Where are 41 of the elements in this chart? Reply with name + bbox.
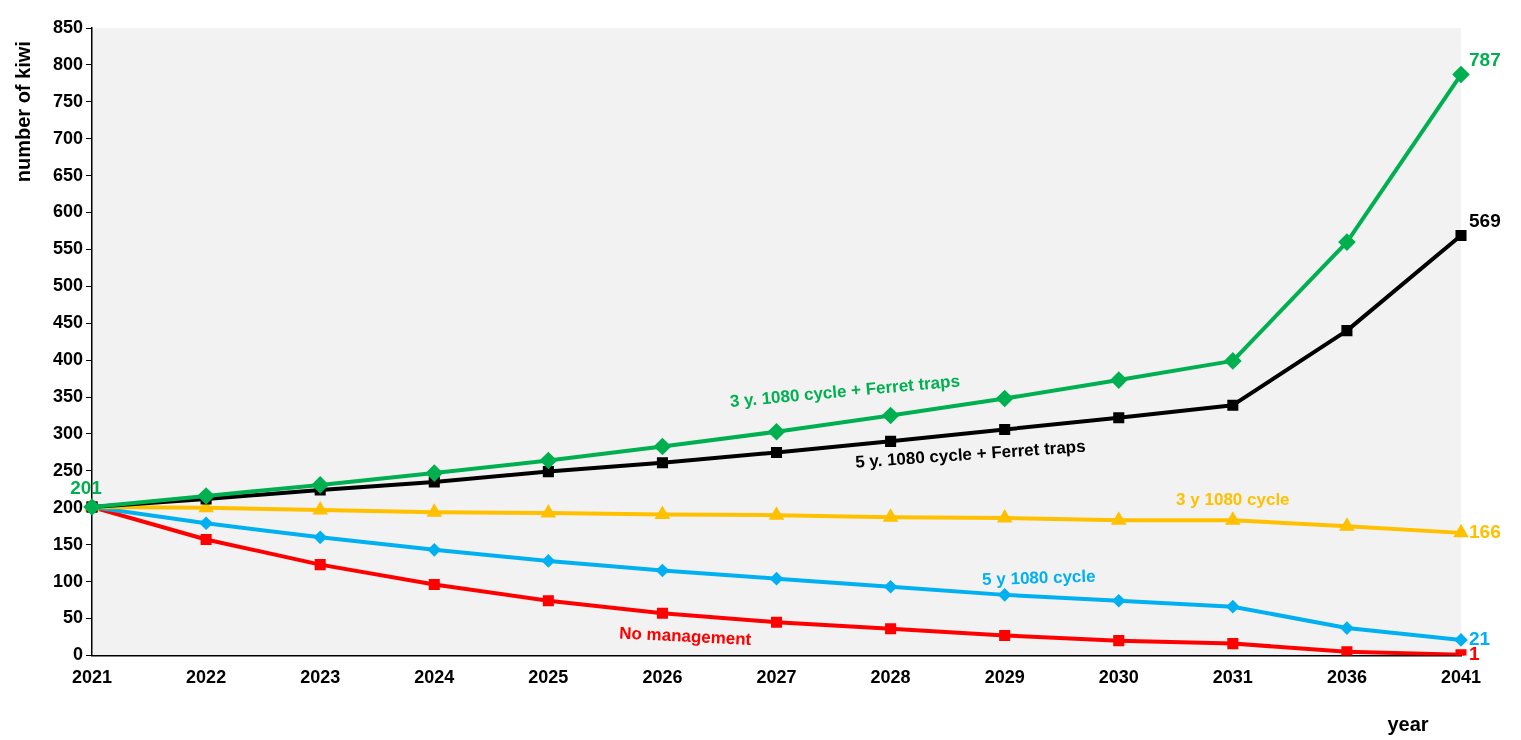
y-tick-label: 700 bbox=[52, 127, 84, 148]
x-tick-label: 2024 bbox=[414, 667, 455, 688]
y-tick-label: 750 bbox=[52, 90, 84, 111]
series-label: 5 y 1080 cycle bbox=[981, 566, 1096, 590]
data-label: 569 bbox=[1469, 209, 1501, 231]
x-tick-label: 2041 bbox=[1440, 667, 1482, 688]
x-tick-label: 2025 bbox=[528, 667, 569, 688]
x-tick-label: 2030 bbox=[1098, 667, 1139, 688]
x-tick-label: 2022 bbox=[186, 667, 227, 688]
y-tick-label: 500 bbox=[52, 275, 84, 296]
series-label: 5 y. 1080 cycle + Ferret traps bbox=[854, 436, 1087, 472]
x-tick-label: 2026 bbox=[642, 667, 683, 688]
y-tick-label: 800 bbox=[52, 53, 84, 74]
x-tick-label: 2029 bbox=[984, 667, 1025, 688]
y-axis-title: number of kiwi bbox=[11, 41, 34, 183]
data-label: 787 bbox=[1469, 48, 1501, 70]
data-label: 166 bbox=[1469, 521, 1501, 543]
x-tick-label: 2027 bbox=[756, 667, 797, 688]
series-label: No management bbox=[618, 623, 753, 650]
x-tick-label: 2036 bbox=[1326, 667, 1367, 688]
x-tick-label: 2031 bbox=[1212, 667, 1253, 688]
y-tick-label: 550 bbox=[52, 238, 84, 259]
x-tick-label: 2023 bbox=[300, 667, 341, 688]
y-tick-label: 450 bbox=[52, 312, 84, 333]
x-axis-title: year bbox=[1387, 712, 1429, 735]
y-tick-label: 100 bbox=[52, 570, 84, 591]
y-tick-label: 650 bbox=[52, 164, 84, 185]
y-tick-label: 150 bbox=[52, 533, 84, 554]
y-tick-label: 200 bbox=[52, 496, 84, 517]
y-tick-label: 300 bbox=[52, 422, 84, 443]
y-tick-label: 50 bbox=[63, 607, 84, 628]
x-tick-label: 2028 bbox=[870, 667, 911, 688]
x-tick-label: 2021 bbox=[72, 667, 113, 688]
y-tick-label: 0 bbox=[73, 644, 84, 665]
y-tick-label: 850 bbox=[52, 16, 84, 37]
series-label: 3 y 1080 cycle bbox=[1176, 490, 1290, 510]
y-tick-label: 600 bbox=[52, 201, 84, 222]
y-tick-label: 400 bbox=[52, 349, 84, 370]
y-tick-label: 350 bbox=[52, 386, 84, 407]
text: 3 y. 1080 cycle + Ferret traps bbox=[729, 371, 961, 412]
y-tick-label: 250 bbox=[52, 459, 84, 480]
